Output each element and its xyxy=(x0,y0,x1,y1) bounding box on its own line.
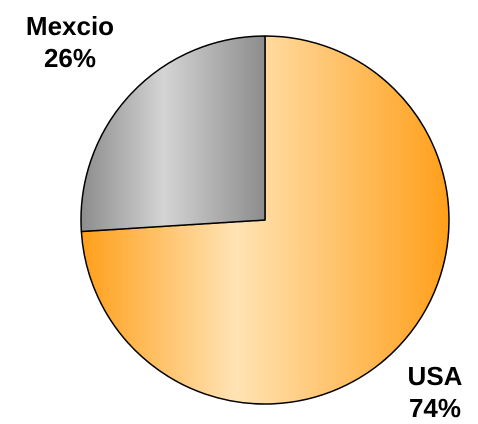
slice-name-mexico: Mexcio xyxy=(25,11,115,41)
slice-name-usa: USA xyxy=(407,361,463,391)
slice-percent-usa: 74% xyxy=(408,393,462,423)
slice-label-usa: USA 74% xyxy=(392,360,478,424)
slice-percent-mexico: 26% xyxy=(43,43,97,73)
pie-slice-mexcio xyxy=(80,35,266,233)
slice-label-mexico: Mexcio 26% xyxy=(8,10,132,74)
